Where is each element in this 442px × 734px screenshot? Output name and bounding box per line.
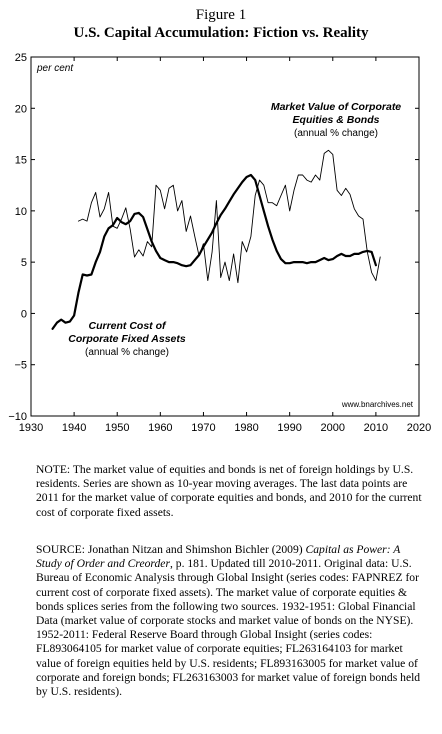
source-rest: , p. 181. Updated till 2010-2011. Origin… — [36, 557, 421, 699]
plot-frame — [30, 56, 420, 417]
x-tick-label: 2020 — [407, 422, 431, 434]
figure-header: Figure 1 U.S. Capital Accumulation: Fict… — [0, 0, 442, 42]
y-tick-label: 15 — [15, 155, 27, 167]
x-tick-label: 2000 — [321, 422, 345, 434]
assets-annotation: Current Cost of Corporate Fixed Assets (… — [68, 320, 186, 358]
x-axis: 1930 1940 1950 1960 1970 1980 1990 2000 2010 2020 — [19, 57, 431, 434]
y-tick-label: −5 — [14, 360, 27, 372]
x-tick-label: 1950 — [105, 422, 129, 434]
series-layer — [51, 149, 381, 330]
x-tick-label: 1940 — [62, 422, 86, 434]
y-tick-label: 10 — [15, 206, 27, 218]
assets-label-line2: Corporate Fixed Assets — [68, 333, 186, 345]
x-tick-label: 1960 — [148, 422, 172, 434]
figure-title: U.S. Capital Accumulation: Fiction vs. R… — [73, 25, 369, 41]
y-tick-label: 0 — [21, 308, 27, 320]
x-tick-label: 1970 — [191, 422, 215, 434]
source-paragraph: SOURCE: Jonathan Nitzan and Shimshon Bic… — [36, 543, 422, 699]
figure-label: Figure 1 — [195, 7, 247, 23]
equities-label-line1: Market Value of Corporate — [271, 101, 401, 113]
line-chart: 25 20 15 10 5 0 −5 −10 1930 1940 1950 1960 1970 1980… — [8, 52, 431, 434]
y-axis: 25 20 15 10 5 0 −5 −10 — [8, 52, 419, 423]
source-prefix: SOURCE: Jonathan Nitzan and Shimshon Bic… — [36, 543, 306, 556]
source-book-title: Capital as Power: A Study of Order and C… — [36, 543, 401, 571]
assets-subtitle: (annual % change) — [85, 347, 169, 358]
y-tick-label: −10 — [8, 411, 27, 423]
series-line-equities-bonds — [77, 149, 381, 284]
y-tick-label: 20 — [15, 103, 27, 115]
equities-annotation: Market Value of Corporate Equities & Bon… — [271, 101, 401, 139]
x-tick-label: 1990 — [277, 422, 301, 434]
source-site-label: www.bnarchives.net — [341, 400, 414, 409]
x-tick-label: 1930 — [19, 422, 43, 434]
x-tick-label: 1980 — [234, 422, 258, 434]
y-tick-label: 25 — [15, 52, 27, 64]
equities-label-line2: Equities & Bonds — [293, 114, 380, 126]
note-paragraph: NOTE: The market value of equities and b… — [36, 463, 422, 519]
unit-label: per cent — [36, 63, 74, 74]
y-tick-label: 5 — [21, 257, 27, 269]
assets-label-line1: Current Cost of — [89, 320, 168, 332]
x-tick-label: 2010 — [364, 422, 388, 434]
series-line-fixed-assets — [51, 173, 377, 330]
equities-subtitle: (annual % change) — [294, 128, 378, 139]
